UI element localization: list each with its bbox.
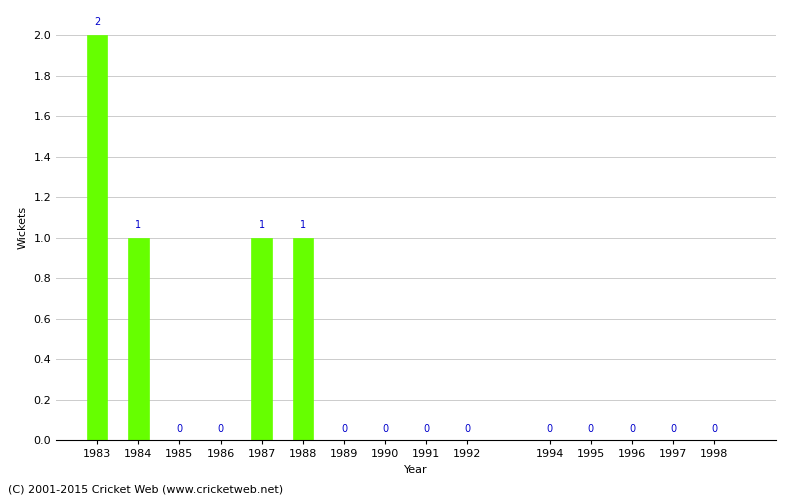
Text: 0: 0 bbox=[341, 424, 347, 434]
Text: 1: 1 bbox=[258, 220, 265, 230]
Text: 0: 0 bbox=[382, 424, 388, 434]
Text: 0: 0 bbox=[588, 424, 594, 434]
Text: 1: 1 bbox=[135, 220, 142, 230]
Text: 0: 0 bbox=[218, 424, 224, 434]
Text: 0: 0 bbox=[670, 424, 676, 434]
Y-axis label: Wickets: Wickets bbox=[18, 206, 28, 249]
Bar bbox=[293, 238, 313, 440]
Bar bbox=[87, 35, 107, 440]
Text: 1: 1 bbox=[300, 220, 306, 230]
Text: 0: 0 bbox=[629, 424, 635, 434]
Text: 0: 0 bbox=[464, 424, 470, 434]
X-axis label: Year: Year bbox=[404, 464, 428, 474]
Text: 2: 2 bbox=[94, 17, 100, 27]
Text: 0: 0 bbox=[423, 424, 430, 434]
Text: 0: 0 bbox=[176, 424, 182, 434]
Text: 0: 0 bbox=[546, 424, 553, 434]
Text: (C) 2001-2015 Cricket Web (www.cricketweb.net): (C) 2001-2015 Cricket Web (www.cricketwe… bbox=[8, 485, 283, 495]
Bar bbox=[128, 238, 149, 440]
Bar bbox=[251, 238, 272, 440]
Text: 0: 0 bbox=[711, 424, 718, 434]
